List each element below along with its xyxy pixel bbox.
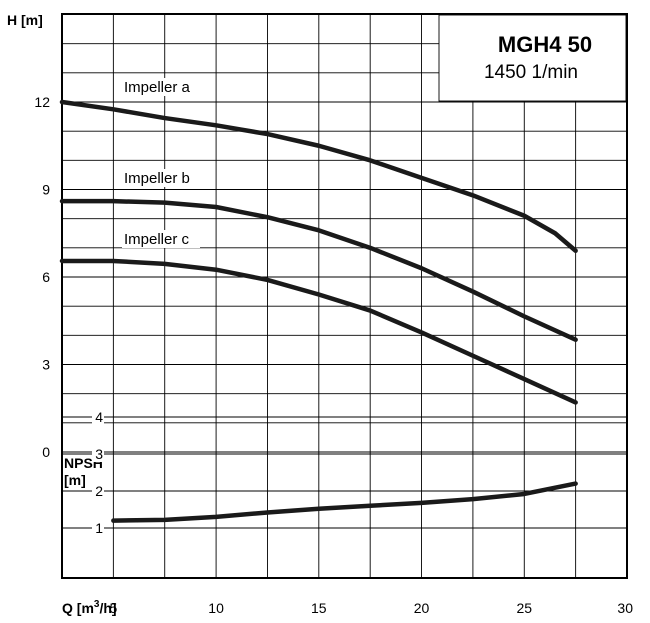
head-curves: Impeller a Impeller b Impeller c (59, 78, 578, 405)
plot-frame (61, 13, 628, 579)
model-speed: 1450 1/min (484, 62, 578, 83)
npsh-tick-label: 1 (95, 520, 103, 536)
curve-impeller-c (59, 258, 578, 405)
head-tick-label: 0 (42, 444, 50, 460)
x-tick-label: 5 (109, 600, 117, 616)
x-tick-label: 20 (414, 600, 430, 616)
x-axis-title: Q [m3/h] (62, 599, 117, 616)
npsh-tick-backdrop (92, 446, 104, 462)
x-tick-label: 25 (516, 600, 532, 616)
npsh-tick-labels: 1 2 3 4 (92, 409, 104, 536)
head-axis-title: H [m] (7, 12, 43, 28)
npsh-tick-backdrop (92, 483, 104, 499)
x-axis-title-main: Q [m (62, 600, 94, 616)
curve-impeller-a (59, 99, 578, 253)
npsh-tick-label: 3 (95, 446, 103, 462)
series-label: Impeller a (124, 79, 191, 96)
head-tick-label: 3 (42, 357, 50, 373)
npsh-tick-label: 2 (95, 483, 103, 499)
head-tick-labels: 0 3 6 9 12 (34, 94, 50, 460)
x-tick-label: 30 (617, 600, 633, 616)
series-label-backdrop (122, 230, 200, 248)
x-tick-label: 15 (311, 600, 327, 616)
npsh-tick-label: 4 (95, 409, 103, 425)
head-tick-label: 6 (42, 269, 50, 285)
x-axis-title-end: /h] (99, 600, 116, 616)
npsh-tick-backdrop (92, 520, 104, 536)
title-box-background (438, 14, 627, 102)
series-label: Impeller c (124, 231, 190, 248)
model-name: MGH4 50 (498, 32, 592, 57)
model-title-box: MGH4 50 1450 1/min (438, 14, 627, 102)
series-label-backdrop (122, 78, 200, 96)
grid (62, 14, 627, 578)
head-tick-label: 9 (42, 182, 50, 198)
npsh-curve (111, 481, 578, 523)
series-label: Impeller b (124, 170, 190, 187)
head-tick-label: 12 (34, 94, 50, 110)
series-label-backdrop (122, 169, 200, 187)
npsh-tick-backdrop (92, 409, 104, 425)
npsh-axis-unit: [m] (64, 472, 86, 488)
x-tick-labels: 5 10 15 20 25 30 (109, 600, 633, 616)
curve-impeller-b (59, 198, 578, 342)
x-tick-label: 10 (208, 600, 224, 616)
x-axis-title-sup: 3 (94, 599, 100, 610)
